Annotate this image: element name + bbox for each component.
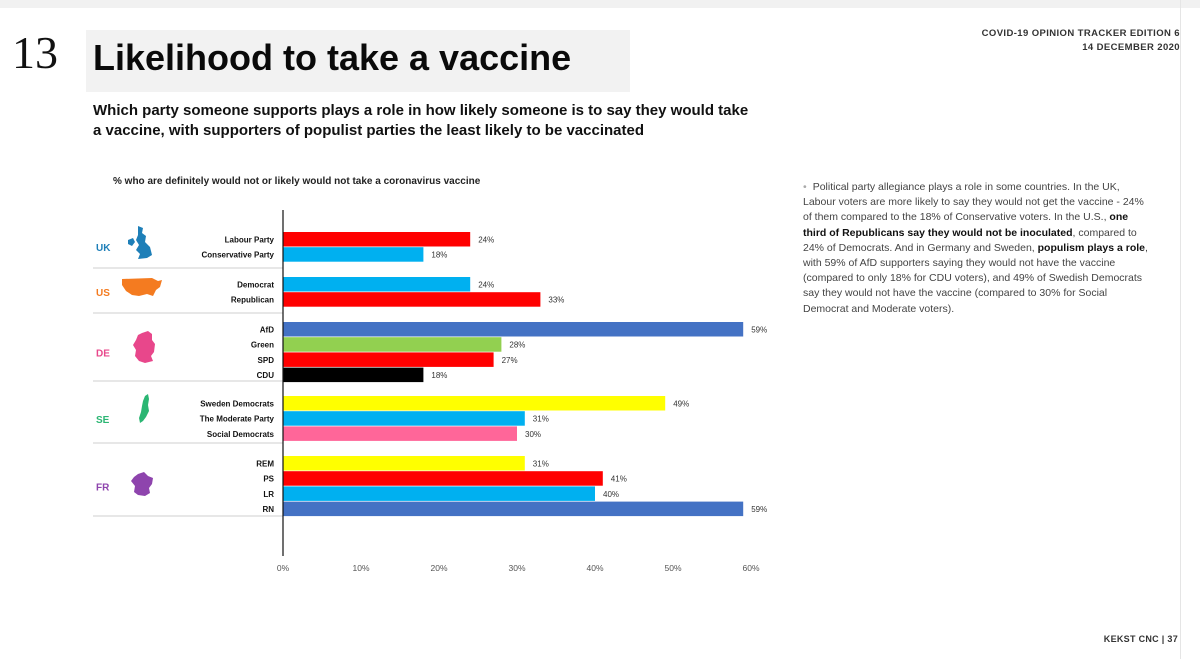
page-title: Likelihood to take a vaccine <box>93 37 572 78</box>
bar-spd <box>283 352 494 367</box>
category-label: Social Democrats <box>207 430 275 439</box>
bar-social-democrats <box>283 426 517 441</box>
data-label: 30% <box>525 430 541 439</box>
sweden-map-icon <box>139 394 149 423</box>
bar-republican <box>283 292 541 307</box>
category-label: PS <box>263 475 274 484</box>
category-label: Labour Party <box>225 236 275 245</box>
data-label: 18% <box>431 371 447 380</box>
country-label-uk: UK <box>96 243 111 254</box>
bar-the-moderate-party <box>283 411 525 426</box>
category-label: Democrat <box>237 281 274 290</box>
data-label: 40% <box>603 490 619 499</box>
data-label: 27% <box>502 356 518 365</box>
uk-map-icon <box>128 226 152 259</box>
category-label: Green <box>251 341 274 350</box>
germany-map-icon <box>133 331 155 363</box>
data-label: 59% <box>751 326 767 335</box>
bar-rn <box>283 501 744 517</box>
bar-sweden-democrats <box>283 396 666 411</box>
category-label: CDU <box>257 371 275 380</box>
data-label: 59% <box>751 505 767 514</box>
data-label: 24% <box>478 281 494 290</box>
x-tick-label: 10% <box>352 563 369 573</box>
category-label: SPD <box>258 356 275 365</box>
note-bold-1: one third of Republicans say they would … <box>803 211 1129 239</box>
country-label-de: DE <box>96 348 110 359</box>
footer-brand: KEKST CNC | 37 <box>1103 634 1178 644</box>
note-text-1: Political party allegiance plays a role … <box>803 181 1144 224</box>
x-tick-label: 60% <box>742 563 759 573</box>
bar-conservative-party <box>283 247 424 262</box>
country-label-us: US <box>96 288 110 299</box>
data-label: 31% <box>533 460 549 469</box>
bar-rem <box>283 456 525 471</box>
commentary-note: • Political party allegiance plays a role… <box>803 180 1153 317</box>
data-label: 31% <box>533 415 549 424</box>
category-label: Conservative Party <box>202 251 275 260</box>
note-bullet: • <box>803 181 807 193</box>
bar-labour-party <box>283 232 471 247</box>
page-subtitle: Which party someone supports plays a rol… <box>93 102 749 139</box>
x-tick-label: 30% <box>508 563 525 573</box>
x-tick-label: 50% <box>664 563 681 573</box>
france-map-icon <box>131 472 153 496</box>
tracker-edition: COVID-19 OPINION TRACKER EDITION 6 <box>981 28 1180 39</box>
note-bold-2: populism plays a role <box>1037 241 1145 254</box>
bar-lr <box>283 486 595 501</box>
title-background <box>86 30 630 92</box>
country-label-fr: FR <box>96 482 110 493</box>
x-tick-label: 40% <box>586 563 603 573</box>
tracker-date: 14 DECEMBER 2020 <box>1082 42 1180 53</box>
data-label: 49% <box>673 400 689 409</box>
data-label: 24% <box>478 236 494 245</box>
category-label: REM <box>256 460 274 469</box>
page-number: 13 <box>12 27 58 78</box>
category-label: The Moderate Party <box>200 415 275 424</box>
chart-title: % who are definitely would not or likely… <box>113 176 481 187</box>
category-label: RN <box>262 505 274 514</box>
category-label: Sweden Democrats <box>200 400 274 409</box>
category-label: LR <box>263 490 274 499</box>
data-label: 18% <box>431 251 447 260</box>
data-label: 33% <box>548 296 564 305</box>
top-band <box>0 0 1200 8</box>
bar-cdu <box>283 367 424 383</box>
bar-ps <box>283 471 603 486</box>
x-tick-label: 0% <box>277 563 290 573</box>
page-edge-line <box>1180 0 1181 659</box>
note-text-3: , with 59% of AfD supporters saying they… <box>803 241 1148 315</box>
note-text-2: , compared to 24% of Democrats. And in G… <box>803 226 1137 254</box>
data-label: 41% <box>611 475 627 484</box>
bar-green <box>283 337 502 352</box>
category-label: Republican <box>231 296 274 305</box>
us-map-icon <box>122 278 162 296</box>
bar-afd <box>283 322 744 337</box>
x-tick-label: 20% <box>430 563 447 573</box>
category-label: AfD <box>260 326 274 335</box>
bar-democrat <box>283 277 471 292</box>
tracker-header: COVID-19 OPINION TRACKER EDITION 6 14 DE… <box>982 27 1180 55</box>
data-label: 28% <box>509 341 525 350</box>
country-label-se: SE <box>96 415 110 426</box>
